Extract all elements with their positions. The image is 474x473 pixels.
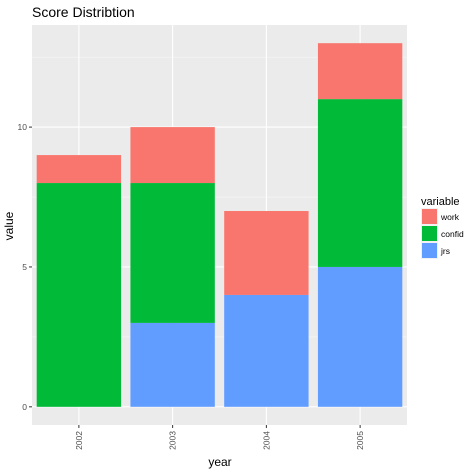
y-tick-label: 0: [22, 402, 27, 412]
legend-label-jrs: jrs: [440, 246, 450, 256]
x-axis-title: year: [208, 455, 231, 469]
legend-label-confid: confid: [441, 229, 464, 239]
legend-title: variable: [421, 196, 460, 208]
bar-work-2003: [130, 127, 215, 184]
y-axis-title: value: [2, 211, 16, 240]
legend-label-work: work: [440, 212, 460, 222]
bar-work-2002: [36, 155, 122, 184]
bar-work-2004: [224, 211, 309, 295]
bar-jrs-2004: [224, 294, 309, 407]
chart-title: Score Distribtion: [32, 4, 135, 20]
legend-swatch-confid: [422, 226, 437, 241]
bar-work-2005: [317, 43, 403, 100]
bar-confid-2005: [317, 99, 403, 267]
x-tick-label: 2002: [74, 431, 84, 450]
bar-jrs-2005: [317, 266, 403, 407]
legend-swatch-jrs: [422, 243, 437, 258]
x-axis: 2002 2003 2004 2005: [74, 425, 365, 450]
y-tick-label: 5: [22, 262, 27, 272]
x-tick-label: 2004: [261, 431, 271, 450]
y-axis: 0 5 10: [18, 122, 32, 412]
x-tick-label: 2005: [355, 431, 365, 450]
bar-confid-2003: [130, 183, 215, 323]
x-tick-label: 2003: [168, 431, 178, 450]
legend: variable work confid jrs: [421, 196, 464, 259]
bars: [36, 43, 403, 407]
bar-confid-2002: [36, 183, 122, 407]
bar-jrs-2003: [130, 322, 215, 407]
y-tick-label: 10: [18, 122, 28, 132]
legend-swatch-work: [422, 209, 437, 224]
